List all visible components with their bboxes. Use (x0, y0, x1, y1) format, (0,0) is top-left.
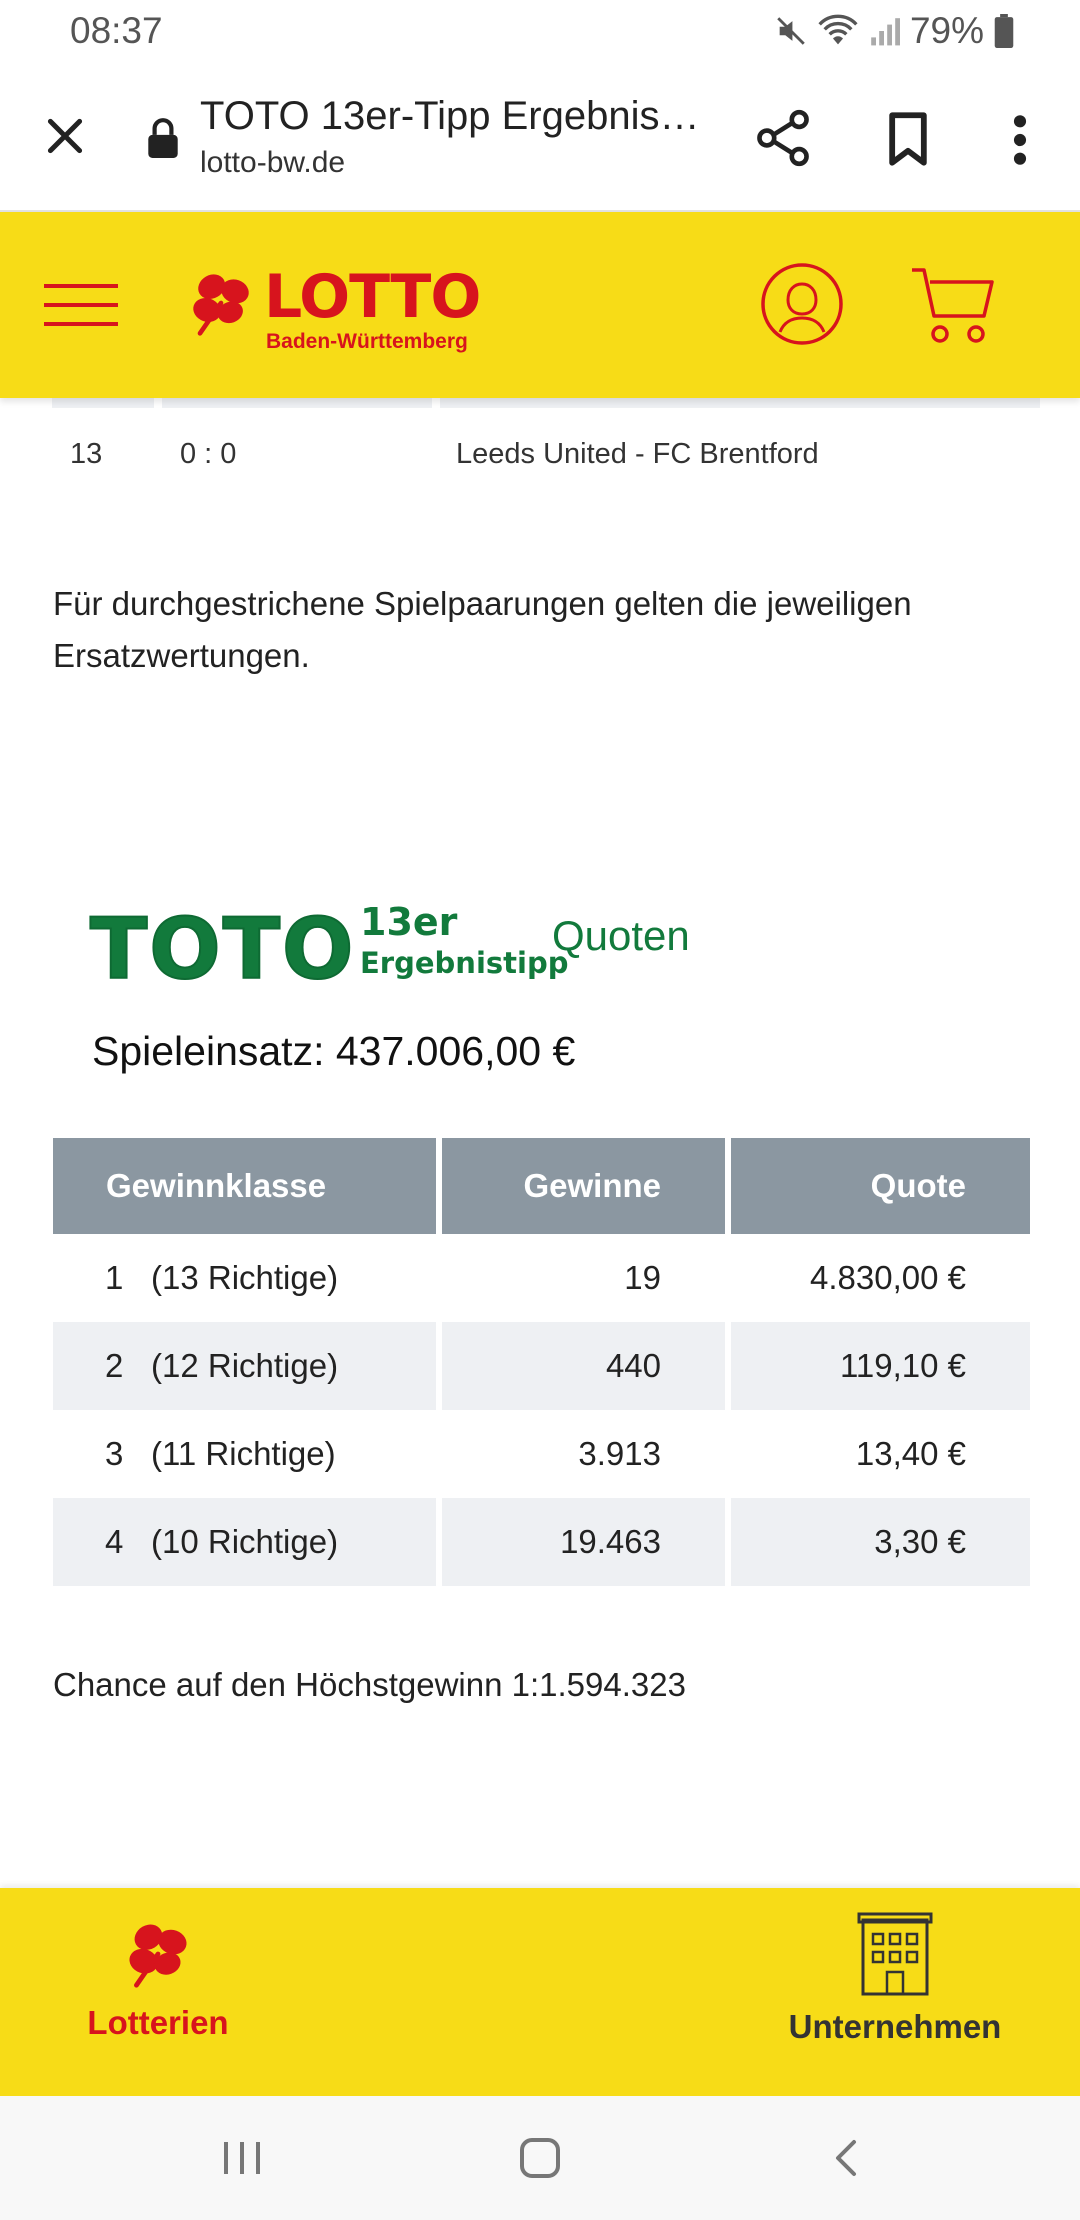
user-icon[interactable] (760, 262, 844, 346)
android-navigation-bar (0, 2096, 1080, 2220)
replacement-note: Für durchgestrichene Spielpaarungen gelt… (53, 585, 912, 674)
header-gewinnklasse: Gewinnklasse (53, 1138, 436, 1234)
clover-icon (129, 1924, 187, 1988)
home-icon[interactable] (518, 2136, 562, 2180)
nav-lotterien[interactable]: Lotterien (68, 1918, 248, 2078)
header-quote: Quote (731, 1138, 1030, 1234)
back-icon[interactable] (826, 2136, 870, 2180)
toto-logo-ergebnistipp: Ergebnistipp (360, 946, 569, 980)
lock-icon (148, 118, 178, 158)
status-time: 08:37 (70, 10, 163, 51)
close-icon[interactable] (40, 111, 90, 161)
row-richtige: (11 Richtige) (151, 1435, 336, 1472)
lotto-region: Baden-Württemberg (266, 330, 468, 353)
row-klasse: 3 (105, 1435, 124, 1472)
row-gewinne: 3.913 (578, 1435, 661, 1472)
row-klasse: 2 (105, 1347, 124, 1384)
toto-logo-word: TOTO (89, 899, 356, 999)
row-klasse: 1 (105, 1259, 124, 1296)
site-header: LOTTO Baden-Württemberg (0, 212, 1080, 398)
match-number: 13 (70, 438, 103, 470)
cart-icon[interactable] (908, 262, 996, 350)
lotto-wordmark: LOTTO (264, 262, 481, 332)
jackpot-chance: Chance auf den Höchstgewinn 1:1.594.323 (53, 1666, 686, 1703)
nav-unternehmen-label: Unternehmen (788, 2008, 1002, 2045)
mute-icon (777, 17, 805, 45)
row-quote: 4.830,00 € (810, 1259, 966, 1296)
table-row: 4 (10 Richtige) 19.463 3,30 € (53, 1498, 1030, 1586)
row-richtige: (12 Richtige) (151, 1347, 339, 1384)
header-gewinne: Gewinne (442, 1138, 725, 1234)
row-gewinne: 19.463 (442, 1498, 725, 1586)
table-row: 2 (12 Richtige) 440 119,10 € (53, 1322, 1030, 1410)
table-row: 3 (11 Richtige) 3.913 13,40 € (53, 1410, 1030, 1498)
more-vert-icon[interactable] (1005, 112, 1035, 168)
battery-icon (994, 14, 1014, 48)
signal-icon (871, 18, 900, 46)
status-icons: 79% (774, 10, 1014, 52)
row-klasse: 4 (105, 1523, 124, 1560)
bookmark-icon[interactable] (885, 110, 931, 168)
share-icon[interactable] (755, 108, 811, 168)
page-url[interactable]: lotto-bw.de (200, 146, 346, 179)
battery-percent: 79% (909, 10, 984, 51)
bottom-navigation: Lotterien Unternehmen (0, 1888, 1080, 2096)
match-result: 0 : 0 (180, 438, 237, 470)
partial-table-row (52, 398, 1042, 410)
row-quote: 13,40 € (855, 1435, 966, 1472)
building-icon (857, 1912, 933, 1996)
nav-unternehmen[interactable]: Unternehmen (770, 1912, 1020, 2082)
table-row: 1 (13 Richtige) 19 4.830,00 € (53, 1234, 1030, 1322)
nav-lotterien-label: Lotterien (87, 2004, 229, 2041)
browser-toolbar: TOTO 13er-Tipp Ergebnis… lotto-bw.de (0, 64, 1080, 212)
spieleinsatz: Spieleinsatz: 437.006,00 € (92, 1028, 576, 1074)
status-bar: 08:37 79% (0, 0, 1080, 64)
row-quote: 3,30 € (731, 1498, 1030, 1586)
recent-apps-icon[interactable] (220, 2136, 264, 2180)
row-richtige: (13 Richtige) (151, 1259, 339, 1296)
clover-icon (193, 274, 249, 336)
page-title[interactable]: TOTO 13er-Tipp Ergebnis… (200, 94, 700, 138)
row-gewinne: 19 (624, 1259, 661, 1296)
quoten-heading: Quoten (552, 912, 690, 959)
toto-logo-13er: 13er (360, 900, 458, 944)
table-header: Gewinnklasse Gewinne Quote (53, 1138, 1030, 1234)
match-row: 13 0 : 0 Leeds United - FC Brentford (0, 430, 1080, 480)
wifi-icon (818, 14, 858, 45)
row-quote: 119,10 € (731, 1322, 1030, 1410)
row-gewinne: 440 (442, 1322, 725, 1410)
match-teams: Leeds United - FC Brentford (456, 438, 819, 470)
hamburger-menu-icon[interactable] (44, 282, 118, 328)
row-richtige: (10 Richtige) (151, 1523, 339, 1560)
lotto-logo[interactable]: LOTTO Baden-Württemberg (186, 262, 481, 353)
toto-logo: TOTO 13er Ergebnistipp (89, 899, 568, 999)
